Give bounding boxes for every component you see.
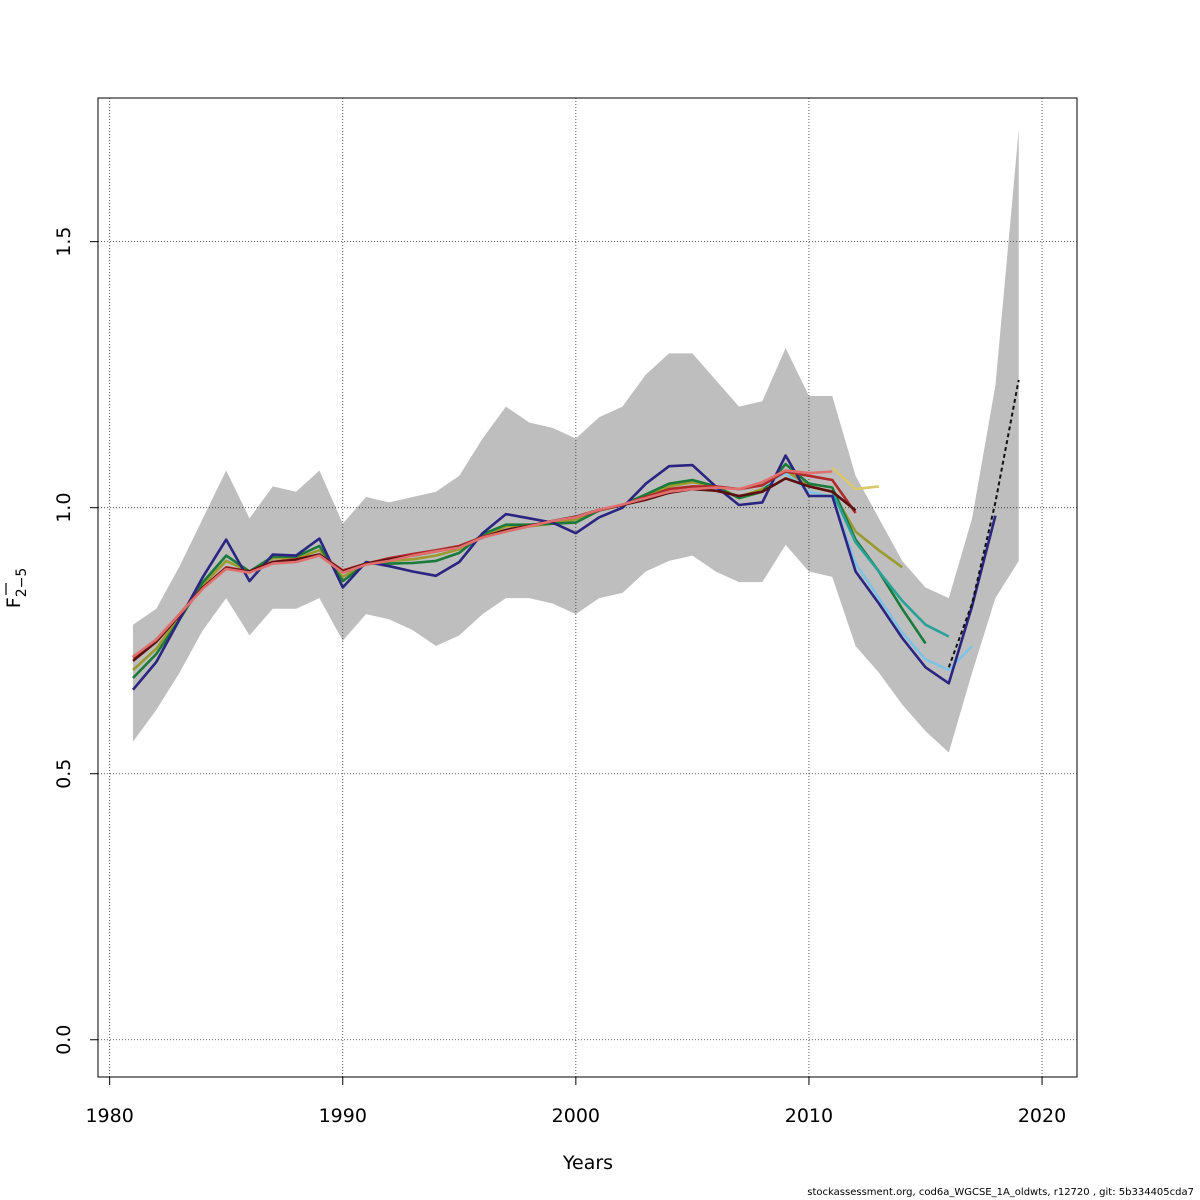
confidence-band-area (132, 129, 1019, 753)
svg-text:F2−5: F2−5 (3, 568, 30, 608)
y-tick-label-0: 0.0 (53, 1025, 75, 1055)
y-axis-label-main: F (3, 597, 25, 608)
x-tick-label-2000: 2000 (552, 1105, 600, 1127)
footer-credit: stockassessment.org, cod6a_WGCSE_1A_oldw… (807, 1187, 1194, 1198)
x-axis-label: Years (562, 1152, 613, 1174)
y-axis: 0.0 0.5 1.0 1.5 (53, 227, 98, 1055)
series-lines (132, 379, 1020, 691)
y-axis-label: F2−5 (3, 568, 30, 608)
x-tick-label-2020: 2020 (1018, 1105, 1066, 1127)
series-line-1 (831, 466, 880, 491)
x-tick-label-2010: 2010 (785, 1105, 833, 1127)
series-line-7 (947, 379, 1020, 668)
series-line-4 (831, 491, 950, 638)
plot-frame (97, 97, 1078, 1078)
x-axis: 1980 1990 2000 2010 2020 (85, 1077, 1066, 1127)
series-line-6 (132, 454, 997, 691)
series-line-10 (132, 469, 833, 658)
y-tick-label-3: 1.5 (53, 227, 75, 257)
y-tick-label-2: 1.0 (53, 493, 75, 523)
y-axis-label-sub: 2−5 (14, 568, 30, 598)
x-tick-label-1980: 1980 (85, 1105, 133, 1127)
confidence-band (132, 129, 1019, 753)
y-tick-label-1: 0.5 (53, 759, 75, 789)
x-tick-label-1990: 1990 (319, 1105, 367, 1127)
